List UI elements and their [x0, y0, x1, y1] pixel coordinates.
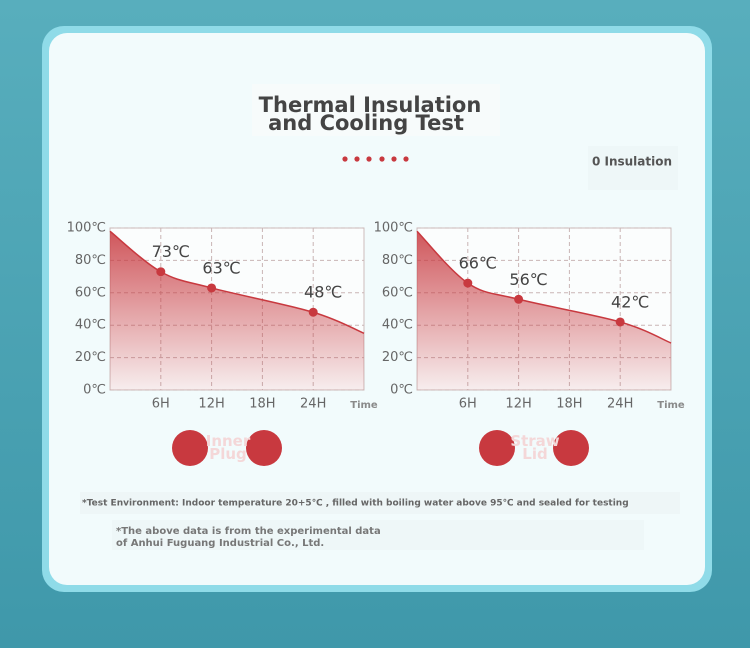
data-label: 63℃: [202, 258, 240, 277]
y-tick-label: 20℃: [382, 350, 413, 365]
y-tick-label: 40℃: [75, 318, 106, 333]
data-label: 48℃: [304, 283, 342, 302]
data-point: [156, 267, 166, 277]
data-point: [207, 283, 217, 293]
y-tick-label: 20℃: [75, 350, 106, 365]
y-tick-label: 100℃: [374, 221, 413, 236]
title: and Cooling Test: [268, 111, 464, 135]
legend-knob: [246, 430, 282, 466]
badge-box: [588, 146, 678, 190]
x-tick-label: 18H: [249, 397, 275, 412]
note-box: [80, 492, 680, 514]
data-label: 56℃: [509, 270, 547, 289]
y-tick-label: 0℃: [390, 383, 413, 398]
note: *The above data is from the experimental…: [116, 526, 381, 537]
data-point: [463, 278, 473, 288]
legend-label: Inner: [206, 432, 251, 450]
data-point: [615, 317, 625, 327]
x-tick-label: 12H: [505, 397, 531, 412]
decor-dots: [342, 156, 409, 162]
x-axis-label: Time: [657, 400, 685, 411]
y-tick-label: 60℃: [75, 285, 106, 300]
y-tick-label: 100℃: [67, 221, 106, 236]
data-label: 73℃: [152, 242, 190, 261]
data-label: 66℃: [459, 254, 497, 273]
title: Thermal Insulation: [259, 93, 482, 117]
legend-knob: [479, 430, 515, 466]
y-tick-label: 0℃: [83, 383, 106, 398]
area: [110, 231, 364, 390]
x-tick-label: 6H: [459, 397, 477, 412]
data-point: [514, 294, 524, 304]
y-tick-label: 40℃: [382, 318, 413, 333]
x-tick-label: 18H: [556, 397, 582, 412]
y-tick-label: 60℃: [382, 285, 413, 300]
y-tick-label: 80℃: [75, 253, 106, 268]
y-tick-label: 80℃: [382, 253, 413, 268]
data-point: [308, 307, 318, 317]
title-box: [252, 84, 500, 136]
x-tick-label: 6H: [152, 397, 170, 412]
legend-knob: [553, 430, 589, 466]
legend-label: Plug: [209, 445, 247, 463]
note-box: [112, 520, 644, 550]
x-axis-label: Time: [350, 400, 378, 411]
note: *Test Environment: Indoor temperature 20…: [82, 499, 629, 509]
note: of Anhui Fuguang Industrial Co., Ltd.: [116, 538, 324, 549]
legend-label: Lid: [522, 445, 547, 463]
data-label: 42℃: [611, 292, 649, 311]
legend-knob: [172, 430, 208, 466]
x-tick-label: 24H: [300, 397, 326, 412]
card: [49, 33, 705, 585]
badge: 0 Insulation: [592, 155, 672, 169]
x-tick-label: 24H: [607, 397, 633, 412]
area: [417, 231, 671, 390]
x-tick-label: 12H: [198, 397, 224, 412]
legend-label: Straw: [510, 432, 559, 450]
